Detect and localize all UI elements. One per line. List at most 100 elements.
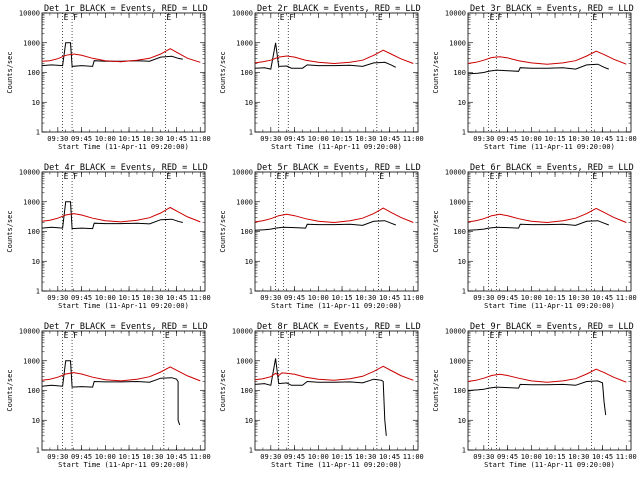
time-marker-label: E	[378, 331, 383, 340]
detector-panel-9: Det 9r BLACK = Events, RED = LLD 1 10 100 10…	[432, 322, 637, 469]
detector-panel-8: Det 8r BLACK = Events, RED = LLD 1 10 100 10…	[219, 322, 424, 469]
panel-title: Det 3r BLACK = Events, RED = LLD	[470, 4, 634, 14]
series-lld-line	[467, 368, 627, 383]
panel-title: Det 9r BLACK = Events, RED = LLD	[470, 322, 634, 332]
x-tick-label: 09:45	[497, 453, 518, 461]
series-lld-line	[254, 49, 414, 65]
y-tick-label: 10000	[445, 10, 466, 18]
plot-frame	[467, 171, 632, 292]
x-axis-label: Start Time (11-Apr-11 09:20:00)	[58, 461, 189, 469]
y-axis-label: Counts/sec	[6, 369, 14, 411]
x-tick-label: 10:30	[355, 135, 376, 143]
y-tick-label: 10	[245, 417, 253, 425]
x-tick-label: 10:15	[331, 135, 352, 143]
x-tick-label: 10:00	[308, 453, 329, 461]
time-marker-label: E	[166, 172, 171, 181]
series-lld-line	[41, 366, 201, 382]
panel-title: Det 4r BLACK = Events, RED = LLD	[44, 163, 208, 173]
panel-title: Det 2r BLACK = Events, RED = LLD	[257, 4, 421, 14]
x-tick-label: 10:45	[379, 453, 400, 461]
y-tick-label: 10	[458, 417, 466, 425]
y-tick-label: 100	[453, 228, 466, 236]
x-axis-label: Start Time (11-Apr-11 09:20:00)	[271, 143, 402, 151]
x-tick-label: 09:30	[473, 294, 494, 302]
time-marker-label: E	[490, 172, 495, 181]
x-tick-label: 11:00	[616, 453, 637, 461]
y-tick-label: 1000	[449, 198, 466, 206]
time-marker-label: F	[73, 172, 78, 181]
time-marker-label: E	[64, 331, 69, 340]
x-tick-label: 09:45	[284, 294, 305, 302]
time-marker-label: E	[64, 172, 69, 181]
detector-panel-5: Det 5r BLACK = Events, RED = LLD 1 10 100 10…	[219, 163, 424, 310]
series-events-line	[41, 201, 183, 230]
x-tick-label: 11:00	[403, 135, 424, 143]
x-tick-label: 10:30	[142, 453, 163, 461]
plot-frame	[254, 330, 419, 451]
panel-title: Det 5r BLACK = Events, RED = LLD	[257, 163, 421, 173]
x-tick-label: 09:30	[260, 453, 281, 461]
x-tick-label: 10:15	[118, 294, 139, 302]
detector-panel-3: Det 3r BLACK = Events, RED = LLD 1 10 100 10…	[432, 4, 637, 151]
y-tick-label: 10	[458, 99, 466, 107]
y-tick-label: 1	[462, 288, 466, 296]
x-tick-label: 10:15	[544, 135, 565, 143]
y-tick-label: 100	[27, 228, 40, 236]
x-tick-label: 10:45	[166, 453, 187, 461]
y-tick-label: 100	[453, 69, 466, 77]
x-tick-label: 10:45	[166, 135, 187, 143]
series-lld-line	[467, 50, 627, 65]
y-tick-label: 10	[458, 258, 466, 266]
x-tick-label: 09:30	[47, 294, 68, 302]
y-tick-label: 1000	[236, 198, 253, 206]
x-axis-label: Start Time (11-Apr-11 09:20:00)	[484, 302, 615, 310]
x-tick-label: 09:45	[284, 135, 305, 143]
y-axis-label: Counts/sec	[432, 369, 440, 411]
x-tick-label: 09:30	[260, 294, 281, 302]
x-tick-label: 11:00	[190, 294, 211, 302]
series-events-line	[467, 380, 607, 416]
x-tick-label: 09:45	[497, 294, 518, 302]
x-tick-label: 10:30	[142, 135, 163, 143]
y-tick-label: 10	[32, 99, 40, 107]
y-tick-label: 100	[240, 228, 253, 236]
plot-frame	[254, 171, 419, 292]
y-tick-label: 1	[249, 288, 253, 296]
x-tick-label: 10:15	[118, 135, 139, 143]
y-tick-label: 100	[27, 69, 40, 77]
y-tick-label: 1	[462, 447, 466, 455]
x-tick-label: 10:45	[592, 135, 613, 143]
y-axis-label: Counts/sec	[219, 210, 227, 252]
panel-title: Det 7r BLACK = Events, RED = LLD	[44, 322, 208, 332]
x-tick-label: 10:15	[118, 453, 139, 461]
x-tick-label: 10:00	[308, 135, 329, 143]
y-tick-label: 1000	[23, 357, 40, 365]
series-events-line	[467, 220, 609, 231]
y-tick-label: 1000	[236, 39, 253, 47]
y-tick-label: 1000	[449, 357, 466, 365]
time-marker-label: E	[378, 13, 383, 22]
y-tick-label: 100	[27, 387, 40, 395]
series-lld-line	[467, 207, 627, 224]
y-tick-label: 1000	[449, 39, 466, 47]
time-marker-label: E	[379, 172, 384, 181]
y-tick-label: 10000	[232, 328, 253, 336]
y-tick-label: 1	[36, 447, 40, 455]
x-tick-label: 10:30	[355, 294, 376, 302]
time-marker-label: F	[497, 331, 502, 340]
x-tick-label: 10:15	[544, 453, 565, 461]
y-tick-label: 10	[32, 417, 40, 425]
time-marker-label: E	[490, 331, 495, 340]
x-tick-label: 11:00	[403, 294, 424, 302]
plot-frame	[41, 12, 206, 133]
x-tick-label: 10:30	[568, 135, 589, 143]
x-tick-label: 10:00	[95, 453, 116, 461]
time-marker-label: E	[166, 13, 171, 22]
y-tick-label: 10	[245, 99, 253, 107]
y-tick-label: 10	[32, 258, 40, 266]
plot-frame	[467, 12, 632, 133]
x-tick-label: 10:45	[166, 294, 187, 302]
y-tick-label: 1000	[23, 39, 40, 47]
y-axis-label: Counts/sec	[6, 210, 14, 252]
